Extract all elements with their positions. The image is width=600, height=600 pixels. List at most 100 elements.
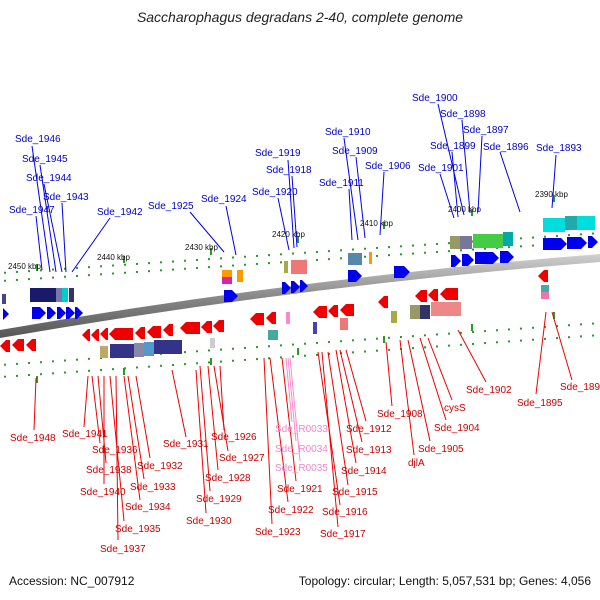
gene-label[interactable]: Sde_1934 — [125, 502, 171, 513]
tick-mark — [436, 250, 438, 253]
gene-label[interactable]: Sde_1943 — [43, 192, 89, 203]
gene-label[interactable]: Sde_1913 — [346, 445, 392, 456]
tick-mark — [412, 347, 414, 350]
gene-label[interactable]: Sde_1942 — [97, 207, 143, 218]
tick-mark — [268, 262, 270, 265]
gene-label[interactable]: Sde_1922 — [268, 505, 314, 516]
gene-label[interactable]: Sde_1947 — [9, 205, 55, 216]
rna-gene-label[interactable]: Sde_R0033 — [275, 424, 328, 435]
gene-label[interactable]: Sde_1938 — [86, 465, 132, 476]
gene-label[interactable]: Sde_1920 — [252, 187, 298, 198]
rna-label-connectors — [285, 357, 301, 462]
gene-label[interactable]: Sde_1948 — [10, 433, 56, 444]
gene-label[interactable]: Sde_1893 — [536, 143, 582, 154]
tick-mark — [4, 375, 6, 378]
gene-label[interactable]: Sde_1927 — [219, 453, 265, 464]
gene-label[interactable]: Sde_1940 — [80, 487, 126, 498]
gene-label[interactable]: Sde_1898 — [440, 109, 486, 120]
tick-mark — [328, 258, 330, 261]
connector-line — [189, 211, 225, 253]
reverse-label-connectors — [33, 311, 573, 541]
tick-mark — [244, 358, 246, 361]
gene-label[interactable]: Sde_1925 — [148, 201, 194, 212]
tick-mark — [520, 245, 522, 248]
tick-mark — [364, 338, 366, 341]
gene-label[interactable]: Sde_1931 — [163, 439, 209, 450]
gene-label[interactable]: Sde_1918 — [266, 165, 312, 176]
gene-label[interactable]: Sde_1910 — [325, 127, 371, 138]
gene-label[interactable]: Sde_1924 — [201, 194, 247, 205]
connector-line — [83, 375, 89, 428]
gene-label[interactable]: Sde_1905 — [418, 444, 464, 455]
gene-label[interactable]: Sde_1908 — [377, 409, 423, 420]
tick-mark — [280, 344, 282, 347]
gene-label[interactable]: Sde_1923 — [255, 527, 301, 538]
gene-label[interactable]: Sde_1901 — [418, 163, 464, 174]
gene-label[interactable]: Sde_1932 — [137, 461, 183, 472]
tick-mark — [472, 330, 474, 333]
tick-mark — [88, 266, 90, 269]
gene-label[interactable]: Sde_1909 — [332, 146, 378, 157]
gene-label[interactable]: cysS — [444, 403, 466, 414]
tick-mark — [400, 253, 402, 256]
tick-mark — [448, 332, 450, 335]
gene-label[interactable]: Sde_1914 — [341, 466, 387, 477]
gene-label[interactable]: Sde_1919 — [255, 148, 301, 159]
gene-label[interactable]: Sde_1930 — [186, 516, 232, 527]
reverse-gene-arrow — [266, 312, 276, 324]
gene-label[interactable]: Sde_1895 — [517, 398, 563, 409]
reverse-gene-arrow — [328, 305, 338, 317]
tick-mark — [508, 328, 510, 331]
gene-label[interactable]: Sde_1935 — [115, 524, 161, 535]
tick-mark — [28, 270, 30, 273]
gene-label[interactable]: Sde_1894 — [560, 382, 600, 393]
gene-label[interactable]: Sde_1906 — [365, 161, 411, 172]
rna-gene-label[interactable]: Sde_R0035 — [275, 463, 328, 474]
rna-gene-label[interactable]: Sde_R0034 — [275, 444, 328, 455]
gene-label[interactable]: Sde_1911 — [319, 178, 364, 189]
forward-gene-arrow — [462, 254, 474, 266]
gene-label[interactable]: djlA — [408, 458, 425, 469]
gene-label[interactable]: Sde_1933 — [130, 482, 176, 493]
gene-label[interactable]: Sde_1899 — [430, 141, 476, 152]
tick-mark — [316, 341, 318, 344]
gene-label[interactable]: Sde_1941 — [62, 429, 108, 440]
gene-label[interactable]: Sde_1946 — [15, 134, 61, 145]
gene-label[interactable]: Sde_1944 — [26, 173, 72, 184]
tick-mark — [160, 364, 162, 367]
tick-mark — [340, 257, 342, 260]
gene-label[interactable]: Sde_1897 — [463, 125, 509, 136]
gene-label[interactable]: Sde_1928 — [205, 473, 251, 484]
reverse-gene-arrow — [415, 290, 427, 302]
gene-label[interactable]: Sde_1926 — [211, 432, 257, 443]
gene-label[interactable]: Sde_1900 — [412, 93, 458, 104]
accession-text: Accession: NC_007912 — [9, 574, 135, 588]
gene-label[interactable]: Sde_1915 — [332, 487, 378, 498]
scale-labels: 2450 kbp 2440 kbp 2430 kbp 2420 kbp 2410… — [8, 190, 568, 271]
tick-mark — [388, 254, 390, 257]
tick-mark — [484, 247, 486, 250]
tick-mark — [580, 335, 582, 338]
gene-label[interactable]: Sde_1936 — [92, 445, 138, 456]
forward-gene-arrow — [543, 238, 567, 250]
gene-label[interactable]: Sde_1929 — [196, 494, 242, 505]
tick-mark — [184, 363, 186, 366]
tick-mark — [280, 356, 282, 359]
forward-gene-arrow — [394, 266, 410, 278]
gene-label[interactable]: Sde_1916 — [322, 507, 368, 518]
tick-mark — [484, 330, 486, 333]
tick-mark — [88, 369, 90, 372]
gene-label[interactable]: Sde_1945 — [22, 154, 68, 165]
gene-label[interactable]: Sde_1917 — [320, 529, 366, 540]
gene-label[interactable]: Sde_1902 — [466, 385, 512, 396]
gene-label[interactable]: Sde_1904 — [434, 423, 480, 434]
gene-label[interactable]: Sde_1937 — [100, 544, 146, 555]
gene-label[interactable]: Sde_1896 — [483, 142, 529, 153]
gene-label[interactable]: Sde_1921 — [277, 484, 323, 495]
reverse-feature-boxes — [100, 285, 549, 358]
gene-label[interactable]: Sde_1912 — [346, 424, 392, 435]
scale-label-2430: 2430 kbp — [185, 243, 218, 252]
tick-mark — [196, 350, 198, 353]
